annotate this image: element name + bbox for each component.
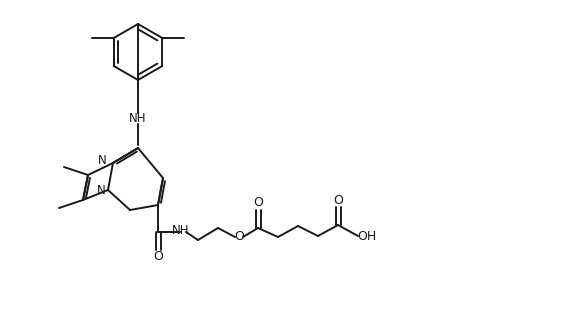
Text: O: O: [234, 231, 244, 243]
Text: OH: OH: [358, 230, 377, 242]
Text: N: N: [96, 183, 106, 197]
Text: O: O: [333, 193, 343, 207]
Text: O: O: [153, 251, 163, 264]
Text: O: O: [253, 197, 263, 209]
Text: N: N: [98, 154, 107, 168]
Text: NH: NH: [129, 111, 147, 124]
Text: NH: NH: [172, 225, 190, 237]
